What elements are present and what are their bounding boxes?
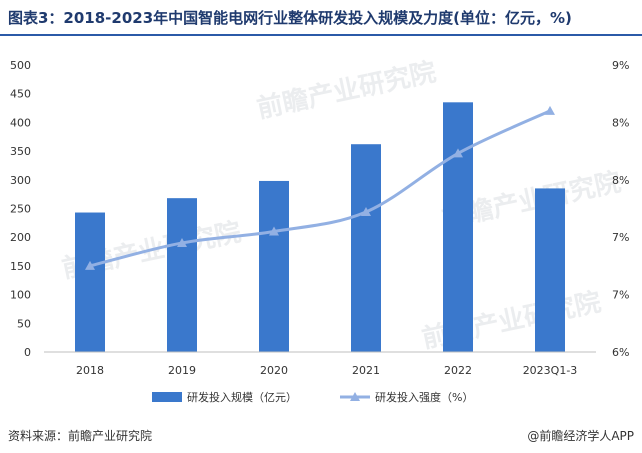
y-left-tick-label: 350 bbox=[10, 145, 31, 158]
y-left-tick-label: 50 bbox=[17, 317, 31, 330]
title-rule bbox=[0, 34, 642, 36]
y-left-tick-label: 0 bbox=[24, 346, 31, 359]
credit-note: @前瞻经济学人APP bbox=[527, 429, 634, 443]
x-tick-label: 2021 bbox=[352, 364, 380, 377]
chart-title: 图表3：2018-2023年中国智能电网行业整体研发投入规模及力度(单位：亿元，… bbox=[8, 9, 572, 27]
x-tick-label: 2020 bbox=[260, 364, 288, 377]
x-tick-label: 2022 bbox=[444, 364, 472, 377]
bar bbox=[535, 188, 565, 352]
bar bbox=[259, 180, 289, 352]
line-point bbox=[85, 260, 95, 270]
legend-marker-line bbox=[350, 392, 360, 401]
y-right-tick-label: 7% bbox=[612, 289, 629, 302]
line-point bbox=[545, 105, 555, 115]
y-left-tick-label: 400 bbox=[10, 116, 31, 129]
y-right-tick-label: 7% bbox=[612, 231, 629, 244]
legend-swatch-bar bbox=[152, 392, 182, 402]
legend-label-line: 研发投入强度（%） bbox=[375, 390, 473, 404]
line-point bbox=[361, 206, 371, 216]
y-left-tick-label: 300 bbox=[10, 174, 31, 187]
x-tick-label: 2018 bbox=[76, 364, 104, 377]
y-right-tick-label: 8% bbox=[612, 116, 629, 129]
y-right-tick-label: 9% bbox=[612, 59, 629, 72]
bar bbox=[167, 198, 197, 352]
x-tick-label: 2023Q1-3 bbox=[523, 364, 578, 377]
x-tick-label: 2019 bbox=[168, 364, 196, 377]
y-right-tick-label: 6% bbox=[612, 346, 629, 359]
bar bbox=[443, 102, 473, 352]
line-point bbox=[453, 148, 463, 158]
y-right-tick-label: 8% bbox=[612, 174, 629, 187]
line-series bbox=[89, 109, 551, 268]
y-left-tick-label: 150 bbox=[10, 260, 31, 273]
line-point bbox=[177, 237, 187, 247]
legend-label-bar: 研发投入规模（亿元） bbox=[187, 390, 297, 404]
source-note: 资料来源：前瞻产业研究院 bbox=[8, 429, 153, 443]
y-left-tick-label: 500 bbox=[10, 59, 31, 72]
y-left-tick-label: 100 bbox=[10, 289, 31, 302]
bar bbox=[75, 212, 105, 352]
line-point bbox=[269, 226, 279, 236]
bar bbox=[351, 144, 381, 352]
y-left-tick-label: 200 bbox=[10, 231, 31, 244]
y-left-tick-label: 450 bbox=[10, 88, 31, 101]
y-left-tick-label: 250 bbox=[10, 203, 31, 216]
